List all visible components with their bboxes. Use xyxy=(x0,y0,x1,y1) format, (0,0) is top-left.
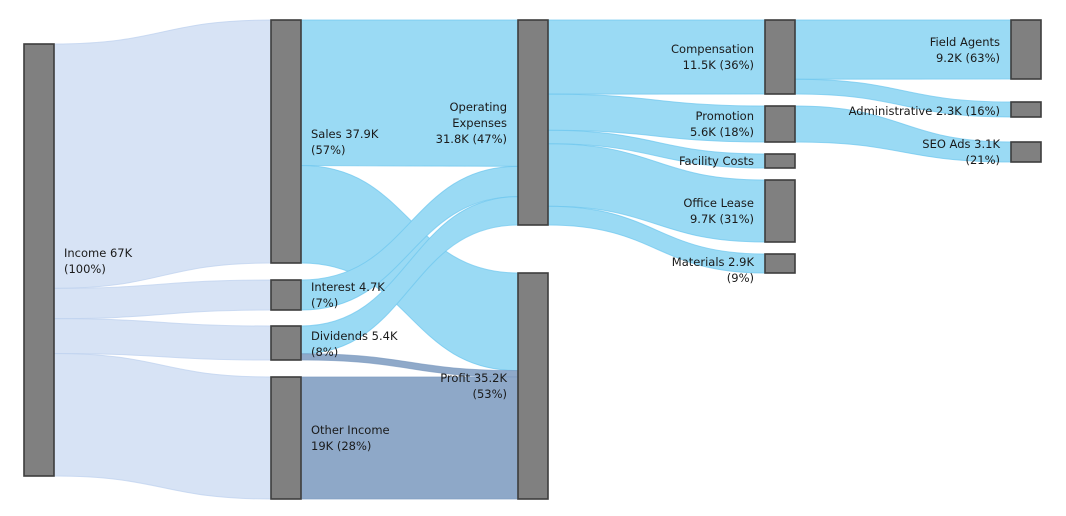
node-compensation xyxy=(764,19,796,95)
sublabel-materials: (9%) xyxy=(727,271,754,285)
node-facility xyxy=(764,153,796,169)
sublabel-lease: 9.7K (31%) xyxy=(690,212,754,226)
node-admin xyxy=(1010,101,1042,118)
node-promotion xyxy=(764,105,796,143)
node-materials xyxy=(764,253,796,274)
link-compensation-to-field xyxy=(794,19,1012,80)
link-income-to-dividends xyxy=(53,318,272,361)
label-lease: Office Lease xyxy=(683,196,754,210)
node-opex xyxy=(517,19,549,226)
node-seo xyxy=(1010,141,1042,163)
label-field: Field Agents xyxy=(930,35,1000,49)
sublabel-sales: (57%) xyxy=(311,143,346,157)
sublabel-income: (100%) xyxy=(64,262,106,276)
label-dividends: Dividends 5.4K xyxy=(311,329,398,343)
sublabel-seo: (21%) xyxy=(965,153,1000,167)
sublabel-opex: 31.8K (47%) xyxy=(436,132,507,146)
label-opex: Operating xyxy=(450,100,508,114)
node-sales xyxy=(270,19,302,264)
sublabel-compensation: 11.5K (36%) xyxy=(683,58,754,72)
label-profit: Profit 35.2K xyxy=(440,371,507,385)
sankey-labels: Income 67K (100%) Sales 37.9K (57%) Interest… xyxy=(64,35,1000,453)
sankey-nodes xyxy=(23,19,1042,500)
node-dividends xyxy=(270,325,302,361)
label-facility: Facility Costs xyxy=(679,154,754,168)
label-sales: Sales 37.9K xyxy=(311,127,379,141)
label-opex-line2: Expenses xyxy=(452,116,507,130)
sublabel-promotion: 5.6K (18%) xyxy=(690,125,754,139)
label-other: Other Income xyxy=(311,423,390,437)
node-income xyxy=(23,43,55,477)
sublabel-dividends: (8%) xyxy=(311,345,338,359)
node-field xyxy=(1010,19,1042,80)
label-compensation: Compensation xyxy=(671,42,754,56)
sankey-links xyxy=(53,19,1012,500)
label-materials: Materials 2.9K xyxy=(672,255,755,269)
sublabel-profit: (53%) xyxy=(472,387,507,401)
label-income: Income 67K xyxy=(64,246,133,260)
label-promotion: Promotion xyxy=(695,109,754,123)
label-interest: Interest 4.7K xyxy=(311,280,385,294)
link-income-to-other xyxy=(53,352,272,500)
sublabel-interest: (7%) xyxy=(311,296,338,310)
node-lease xyxy=(764,179,796,243)
sublabel-field: 9.2K (63%) xyxy=(936,51,1000,65)
node-other xyxy=(270,376,302,500)
sublabel-other: 19K (28%) xyxy=(311,439,371,453)
label-admin: Administrative 2.3K (16%) xyxy=(849,104,1000,118)
node-interest xyxy=(270,279,302,311)
node-profit xyxy=(517,272,549,500)
label-seo: SEO Ads 3.1K xyxy=(922,137,1000,151)
